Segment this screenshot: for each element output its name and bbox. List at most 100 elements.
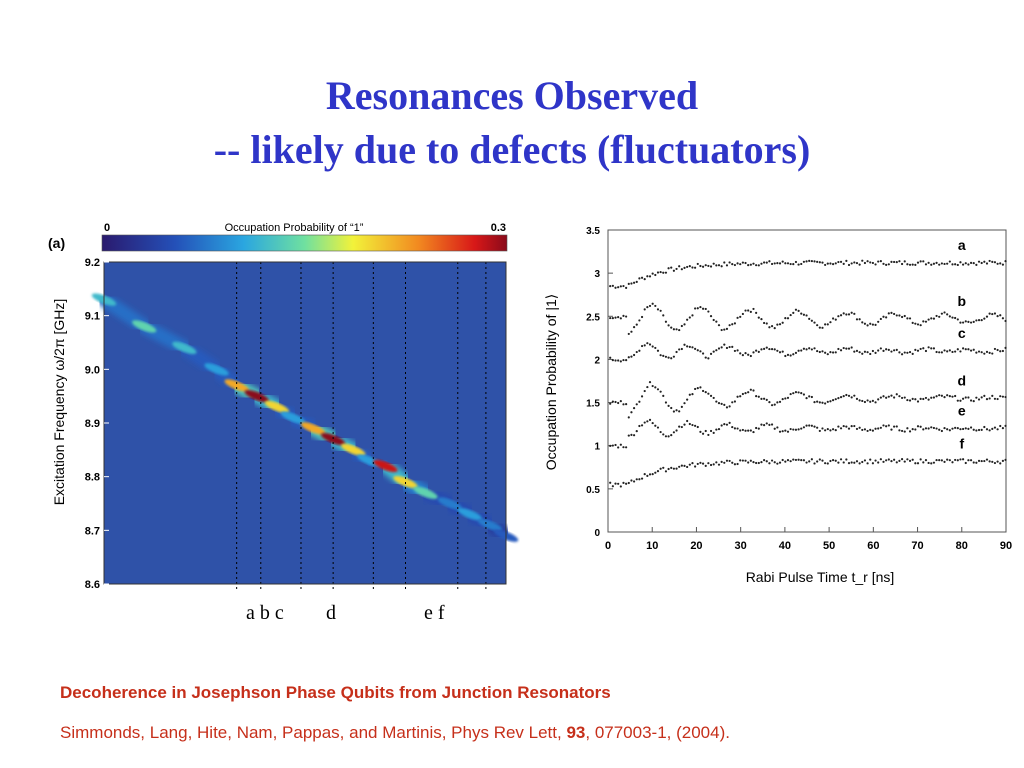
rabi-point-a (805, 260, 808, 263)
rabi-point-b (903, 314, 906, 318)
rabi-point-b (792, 311, 795, 314)
rabi-point-f (731, 461, 734, 464)
rabi-y-tick-label: 1.5 (586, 399, 600, 410)
rabi-point-a (784, 262, 787, 265)
rabi-point-f (853, 461, 856, 464)
rabi-point-a (911, 263, 914, 266)
slide-title-line2: -- likely due to defects (fluctuators) (213, 127, 811, 172)
rabi-point-f (648, 473, 652, 476)
rabi-point-f (906, 458, 909, 461)
rabi-point-c (656, 349, 660, 352)
rabi-point-a (802, 260, 806, 263)
rabi-point-f (847, 462, 851, 465)
rabi-point-b (731, 323, 734, 326)
rabi-point-b (699, 305, 702, 309)
rabi-point-f (784, 460, 787, 463)
rabi-point-e (810, 424, 813, 427)
rabi-point-f (874, 459, 877, 462)
rabi-y-tick-label: 2.5 (586, 312, 600, 323)
rabi-point-f (813, 462, 816, 465)
rabi-point-f (723, 461, 726, 464)
rabi-point-d (747, 391, 750, 394)
rabi-series-f: f (609, 435, 1007, 488)
rabi-point-d (834, 398, 837, 401)
rabi-point-d (794, 391, 798, 394)
rabi-point-c (712, 350, 715, 353)
rabi-x-tick-label: 0 (605, 540, 611, 552)
rabi-point-d (736, 395, 739, 398)
rabi-point-f (736, 462, 739, 466)
rabi-point-e (946, 428, 949, 431)
rabi-x-tick-label: 70 (911, 540, 923, 552)
rabi-point-a (622, 284, 625, 288)
rabi-series-e: e (609, 403, 1007, 449)
rabi-point-c (640, 344, 644, 348)
rabi-point-f (890, 460, 893, 463)
rabi-point-f (972, 461, 975, 464)
rabi-point-a (712, 262, 715, 265)
rabi-point-e (704, 429, 707, 433)
rabi-point-a (847, 263, 851, 267)
rabi-point-e (797, 428, 800, 431)
rabi-point-c (659, 354, 662, 357)
rabi-point-e (643, 421, 646, 424)
rabi-point-e (717, 427, 721, 431)
rabi-point-d (975, 396, 978, 399)
rabi-point-c (786, 353, 790, 356)
rabi-point-d (646, 385, 649, 389)
rabi-point-a (879, 259, 882, 263)
rabi-frame (607, 229, 1007, 533)
rabi-point-f (632, 480, 636, 483)
rabi-point-c (845, 347, 848, 350)
rabi-point-d (839, 396, 843, 399)
rabi-point-a (696, 262, 699, 266)
rabi-point-d (816, 400, 819, 403)
rabi-point-f (824, 462, 827, 465)
rabi-point-d (877, 398, 880, 401)
rabi-point-e (922, 428, 925, 431)
rabi-point-d (686, 398, 689, 401)
rabi-point-f (938, 459, 941, 462)
rabi-point-e (831, 428, 835, 431)
rabi-point-a (980, 261, 983, 265)
rabi-point-c (1004, 346, 1007, 349)
rabi-point-a (768, 260, 771, 263)
rabi-point-b (954, 316, 957, 320)
rabi-point-e (688, 422, 691, 426)
rabi-point-d (829, 400, 832, 403)
rabi-point-d (752, 389, 755, 392)
rabi-point-b (993, 312, 997, 315)
rabi-point-e (869, 428, 872, 431)
rabi-point-a (842, 262, 845, 265)
rabi-point-e (752, 430, 755, 434)
rabi-point-d (874, 401, 877, 404)
rabi-point-d (893, 396, 896, 399)
rabi-point-d (760, 397, 763, 400)
rabi-point-d (930, 396, 933, 399)
heatmap-y-tick-label: 9.2 (85, 257, 100, 269)
rabi-point-a (715, 264, 718, 267)
rabi-point-b (696, 307, 699, 310)
rabi-point-c (675, 350, 678, 354)
rabi-point-d (831, 398, 835, 402)
rabi-point-b (874, 323, 877, 326)
rabi-point-a (627, 282, 630, 285)
rabi-point-a (760, 262, 763, 265)
rabi-point-a (839, 260, 843, 263)
resonance-point (300, 422, 326, 435)
rabi-point-e (656, 426, 660, 429)
rabi-point-e (744, 429, 747, 432)
rabi-point-e (696, 425, 699, 429)
rabi-point-e (882, 424, 885, 427)
rabi-point-d (699, 386, 702, 389)
rabi-point-b (821, 326, 824, 329)
rabi-point-f (611, 485, 614, 488)
rabi-point-f (818, 458, 821, 461)
rabi-point-a (845, 259, 848, 262)
rabi-point-e (731, 425, 734, 429)
rabi-point-b (747, 309, 750, 312)
rabi-point-d (813, 401, 816, 404)
rabi-point-e (723, 423, 726, 426)
resonance-point (224, 379, 249, 392)
rabi-point-d (969, 399, 973, 402)
